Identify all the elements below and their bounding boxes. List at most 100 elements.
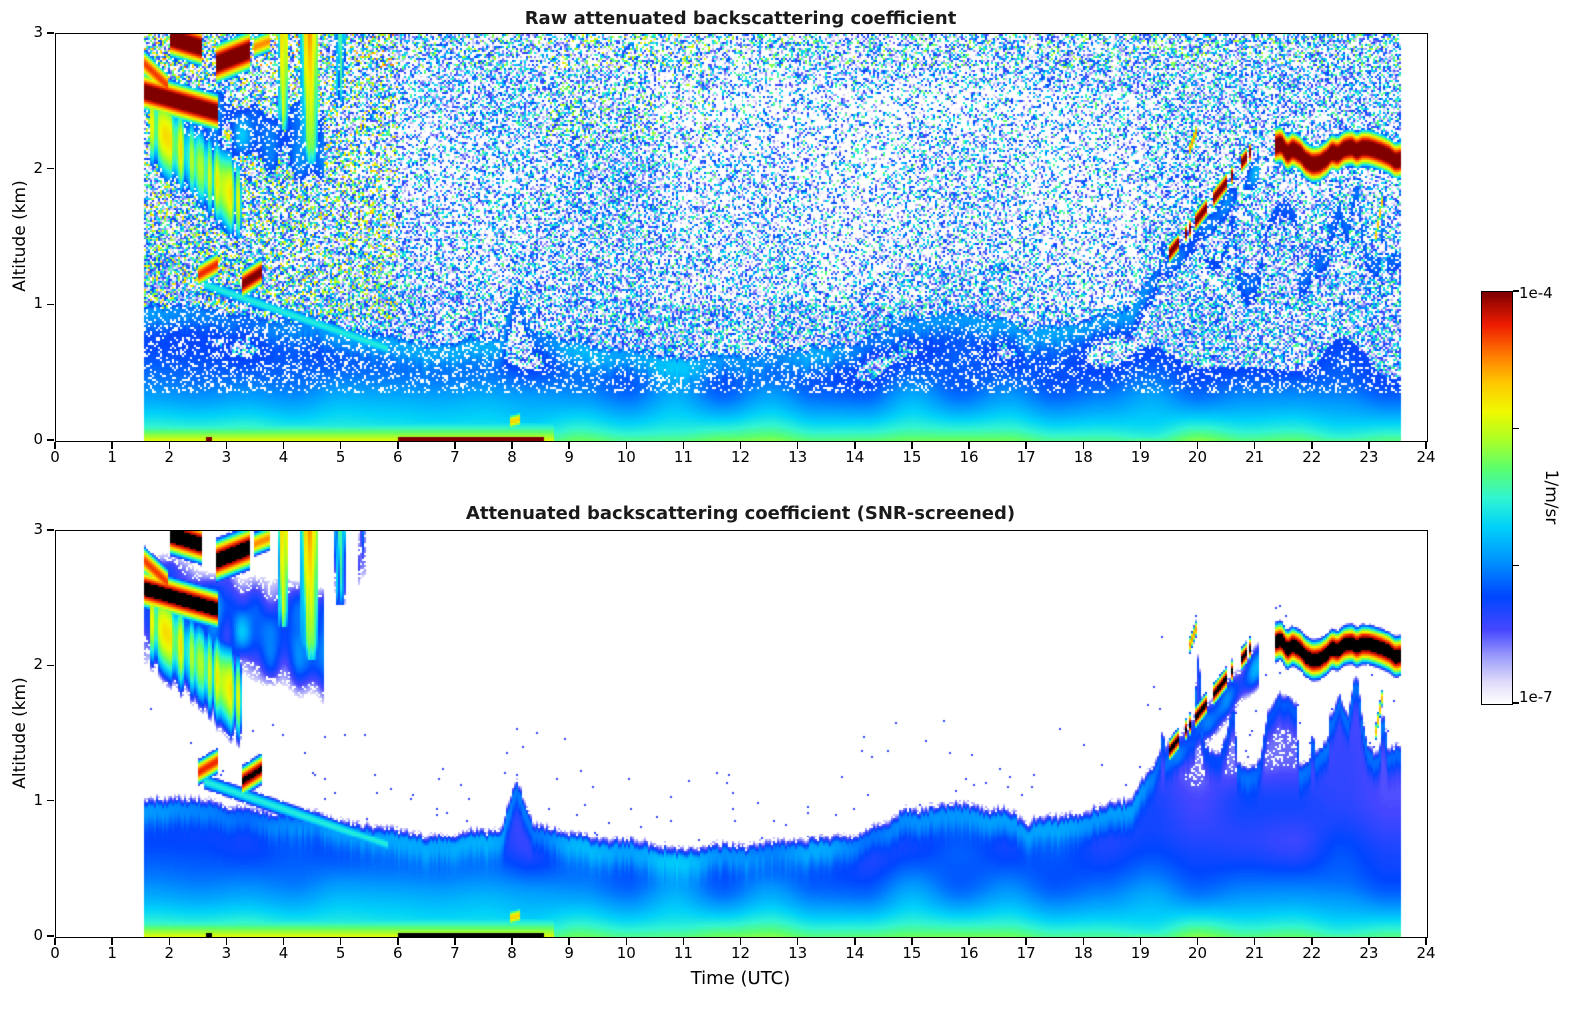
x-tick-mark [1082,442,1084,449]
x-tick-mark [1196,938,1199,945]
x-tick-mark [339,938,342,945]
x-tick-label: 9 [564,944,574,962]
y-tick-label: 3 [33,23,43,41]
x-tick-label: 7 [450,448,460,466]
x-tick-mark [968,938,970,945]
x-tick-label: 23 [1359,448,1379,466]
colorbar-gradient [1482,292,1512,704]
x-tick-label: 6 [392,944,403,962]
x-tick-mark [454,442,456,449]
y-tick-mark [47,935,54,937]
panel-screened-ylabel: Altitude (km) [10,677,30,789]
x-tick-mark [796,442,799,449]
x-tick-mark [568,442,570,449]
panel-raw-title: Raw attenuated backscattering coefficien… [524,8,957,29]
y-tick-mark [47,664,54,667]
x-tick-label: 20 [1187,448,1208,466]
x-tick-label: 24 [1416,448,1436,466]
x-tick-label: 15 [902,448,922,466]
x-tick-label: 23 [1359,944,1379,962]
y-tick-label: 2 [33,158,43,177]
x-tick-label: 16 [959,944,979,962]
x-tick-mark [282,442,285,449]
colorbar-max-label: 1e-4 [1519,284,1553,302]
y-tick-label: 1 [33,790,43,809]
x-tick-label: 18 [1073,944,1093,962]
x-tick-mark [854,938,856,945]
x-tick-label: 0 [50,944,60,962]
x-tick-mark [911,442,913,449]
y-tick-mark [47,799,54,802]
screened-heatmap-canvas [56,531,1427,937]
x-tick-mark [1368,938,1370,945]
x-tick-label: 5 [335,448,346,466]
x-tick-mark [739,442,742,449]
x-tick-label: 1 [107,944,117,962]
x-tick-label: 12 [730,448,751,466]
x-tick-label: 10 [616,944,636,962]
x-tick-label: 2 [164,944,175,962]
x-tick-mark [1425,938,1427,945]
x-tick-label: 10 [616,448,636,466]
x-tick-mark [1311,938,1313,945]
x-tick-label: 18 [1073,448,1093,466]
x-tick-label: 17 [1016,448,1036,466]
y-tick-mark [47,303,54,306]
x-tick-mark [1196,442,1199,449]
x-tick-label: 8 [507,448,517,466]
x-tick-label: 22 [1302,944,1322,962]
x-tick-mark [397,938,399,945]
colorbar-unit-label: 1/m/sr [1541,469,1561,525]
x-tick-mark [1082,938,1084,945]
y-tick-label: 1 [33,294,43,313]
y-tick-label: 0 [33,430,43,448]
x-tick-mark [225,442,228,449]
x-tick-label: 5 [335,944,346,962]
x-tick-mark [54,938,56,945]
x-tick-label: 4 [278,944,289,962]
x-tick-mark [796,938,799,945]
x-tick-label: 3 [221,944,232,962]
x-tick-label: 16 [959,448,979,466]
x-tick-label: 11 [673,448,693,466]
x-tick-label: 7 [450,944,460,962]
raw-heatmap-canvas [56,34,1427,441]
x-tick-label: 15 [902,944,922,962]
x-tick-label: 2 [164,448,175,466]
x-tick-mark [625,442,627,449]
x-tick-label: 21 [1245,448,1265,466]
x-tick-mark [1139,442,1142,449]
y-tick-label: 3 [33,520,43,538]
x-tick-mark [1025,938,1027,945]
colorbar [1481,291,1513,705]
x-tick-mark [682,938,685,945]
y-tick-mark [47,32,54,34]
x-tick-mark [511,938,513,945]
x-tick-label: 14 [845,448,865,466]
x-tick-label: 4 [278,448,289,466]
panel-raw-ylabel: Altitude (km) [10,180,30,292]
panel-screened-title: Attenuated backscattering coefficient (S… [465,503,1016,524]
x-tick-mark [1311,442,1313,449]
x-tick-label: 8 [507,944,517,962]
x-tick-mark [397,442,399,449]
x-tick-label: 17 [1016,944,1036,962]
x-tick-label: 24 [1416,944,1436,962]
colorbar-min-label: 1e-7 [1519,688,1553,706]
x-tick-label: 14 [845,944,865,962]
x-tick-mark [854,442,856,449]
panel-screened-plot [55,530,1428,938]
x-tick-mark [168,442,170,449]
x-tick-label: 13 [788,944,808,962]
x-tick-mark [1025,442,1027,449]
y-tick-label: 0 [33,926,43,944]
x-tick-mark [111,442,113,449]
x-tick-mark [1253,442,1256,449]
x-tick-mark [568,938,570,945]
x-tick-label: 19 [1130,944,1150,962]
y-tick-label: 2 [33,655,43,674]
colorbar-tick-mark [1512,427,1519,430]
x-tick-mark [1368,442,1370,449]
x-tick-label: 21 [1245,944,1265,962]
x-tick-mark [168,938,170,945]
